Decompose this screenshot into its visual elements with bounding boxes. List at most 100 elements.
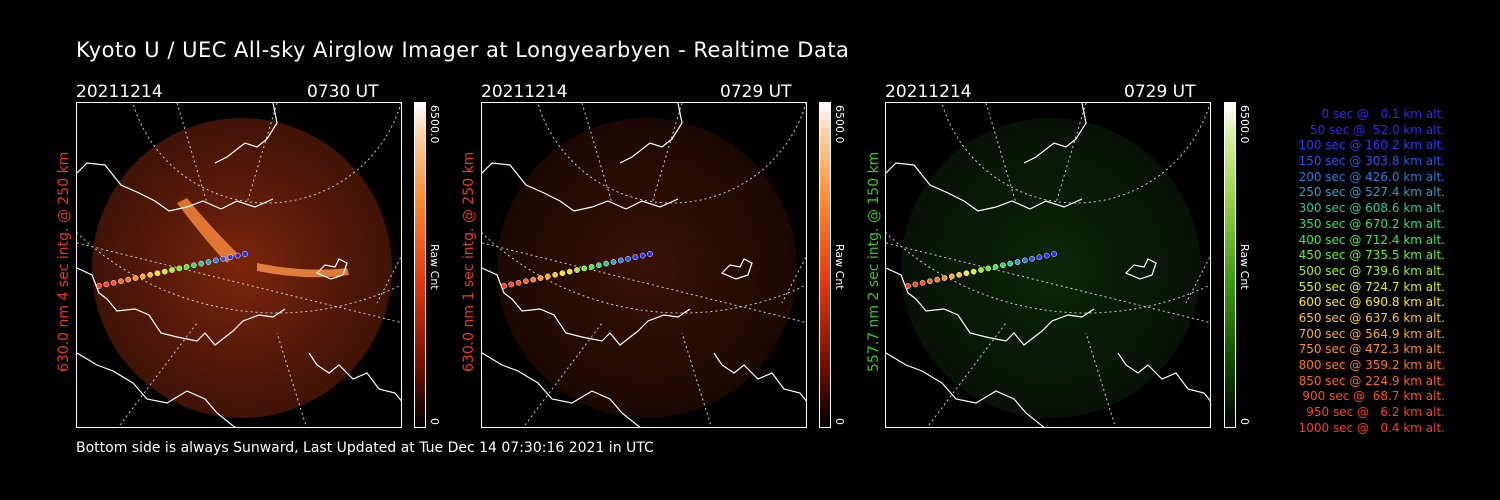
trajectory-dot — [647, 251, 653, 257]
trajectory-dot — [220, 255, 226, 262]
trajectory-dot — [501, 283, 507, 289]
trajectory-dot — [96, 283, 102, 289]
graticule-line — [926, 322, 1007, 427]
trajectory-dot — [515, 279, 522, 286]
trajectory-dot — [118, 278, 124, 285]
trajectory-dot — [927, 278, 933, 285]
trajectory-dot — [588, 263, 595, 270]
panel-1-cbar-min: 0 — [428, 418, 441, 425]
trajectory-dot — [639, 252, 646, 259]
panel-3-image — [885, 102, 1211, 428]
trajectory-dot — [176, 265, 183, 272]
panel-3-time: 0729 UT — [1124, 82, 1196, 102]
panel-2-time: 0729 UT — [720, 82, 792, 102]
legend-row: 900 sec @ 68.7 km alt. — [1302, 389, 1445, 404]
trajectory-dot — [183, 263, 190, 270]
panel-1-ylabel: 630.0 nm 4 sec intg. @ 250 km — [56, 151, 72, 372]
panel-1-date: 20211214 — [76, 82, 163, 102]
panel-3-colorbar — [1224, 102, 1236, 428]
legend-row: 550 sec @ 724.7 km alt. — [1298, 279, 1445, 294]
legend-row: 750 sec @ 472.3 km alt. — [1298, 342, 1445, 357]
trajectory-dot — [559, 270, 566, 277]
trajectory-dot — [544, 273, 551, 280]
graticule-line — [886, 242, 1210, 324]
sky-disk — [92, 118, 392, 418]
graticule-line — [117, 322, 198, 427]
legend-row: 700 sec @ 564.9 km alt. — [1298, 326, 1445, 341]
trajectory-dot — [970, 268, 977, 275]
legend-row: 650 sec @ 637.6 km alt. — [1298, 310, 1445, 325]
trajectory-dot — [530, 276, 537, 283]
legend-row: 150 sec @ 303.8 km alt. — [1298, 154, 1445, 169]
trajectory-dot — [941, 275, 948, 281]
panel-1-colorbar — [414, 102, 426, 428]
panel-2-colorbar — [819, 102, 831, 428]
trajectory-dot — [212, 257, 219, 264]
panel-1-time: 0730 UT — [307, 82, 379, 102]
trajectory-dot — [948, 273, 955, 280]
trajectory-dot — [978, 267, 984, 273]
trajectory-dot — [234, 252, 241, 259]
graticule-line — [77, 242, 401, 324]
panel-2-cbar-unit: Raw Cnt — [833, 244, 846, 290]
trajectory-dot — [169, 267, 175, 273]
altitude-legend: 0 sec @ 0.1 km alt. 50 sec @ 52.0 km alt.… — [1255, 107, 1445, 436]
legend-row: 250 sec @ 527.4 km alt. — [1298, 185, 1445, 200]
panel-3-svg — [886, 103, 1210, 427]
panel-3-cbar-max: 6500.0 — [1238, 105, 1251, 144]
legend-row: 850 sec @ 224.9 km alt. — [1298, 373, 1445, 388]
trajectory-dot — [1014, 259, 1021, 265]
trajectory-dot — [919, 279, 926, 286]
trajectory-dot — [1000, 262, 1006, 269]
panel-2-image — [481, 102, 807, 428]
trajectory-dot — [154, 270, 161, 277]
trajectory-dot — [508, 281, 515, 288]
trajectory-dot — [103, 281, 110, 288]
panel-3-ylabel: 557.7 nm 2 sec intg. @ 150 km — [866, 151, 882, 372]
latitude-circle — [77, 232, 401, 314]
trajectory-dot — [934, 276, 941, 283]
trajectory-dot — [125, 276, 132, 283]
graticule-line — [482, 242, 806, 324]
panel-1-cbar-max: 6500.0 — [428, 105, 441, 144]
trajectory-dot — [905, 283, 911, 289]
graticule-line — [376, 255, 401, 304]
panel-2-date: 20211214 — [481, 82, 568, 102]
trajectory-dot — [198, 260, 205, 267]
panel-2-svg — [482, 103, 806, 427]
legend-row: 200 sec @ 426.0 km alt. — [1298, 169, 1445, 184]
legend-row: 450 sec @ 735.5 km alt. — [1298, 248, 1445, 263]
trajectory-dot — [985, 265, 992, 272]
trajectory-dot — [552, 271, 558, 278]
trajectory-dot — [581, 265, 588, 272]
panel-1-svg — [77, 103, 401, 427]
graticule-line — [276, 332, 307, 427]
trajectory-dot — [625, 255, 631, 262]
trajectory-dot — [574, 267, 580, 273]
trajectory-dot — [912, 281, 919, 288]
trajectory-dot — [1043, 252, 1050, 259]
panel-2-ylabel: 630.0 nm 1 sec intg. @ 250 km — [461, 151, 477, 372]
trajectory-dot — [205, 259, 212, 265]
panel-3-cbar-unit: Raw Cnt — [1238, 244, 1251, 290]
trajectory-dot — [537, 275, 544, 281]
panel-1-image — [76, 102, 402, 428]
trajectory-dot — [603, 260, 610, 267]
coastline — [77, 103, 401, 427]
legend-row: 50 sec @ 52.0 km alt. — [1310, 122, 1445, 137]
panel-1-cbar-unit: Raw Cnt — [428, 244, 441, 290]
legend-row: 400 sec @ 712.4 km alt. — [1298, 232, 1445, 247]
legend-row: 300 sec @ 608.6 km alt. — [1298, 201, 1445, 216]
trajectory-dot — [992, 263, 999, 270]
graticule-line — [1185, 255, 1210, 304]
graticule-line — [781, 255, 806, 304]
legend-row: 500 sec @ 739.6 km alt. — [1298, 263, 1445, 278]
coastline — [886, 103, 1210, 427]
legend-row: 600 sec @ 690.8 km alt. — [1298, 295, 1445, 310]
trajectory-dot — [1021, 257, 1028, 264]
panel-2-cbar-min: 0 — [833, 418, 846, 425]
latitude-circle — [886, 232, 1210, 314]
trajectory-dot — [132, 275, 139, 281]
trajectory-dot — [161, 268, 168, 275]
trajectory-dot — [242, 251, 248, 257]
